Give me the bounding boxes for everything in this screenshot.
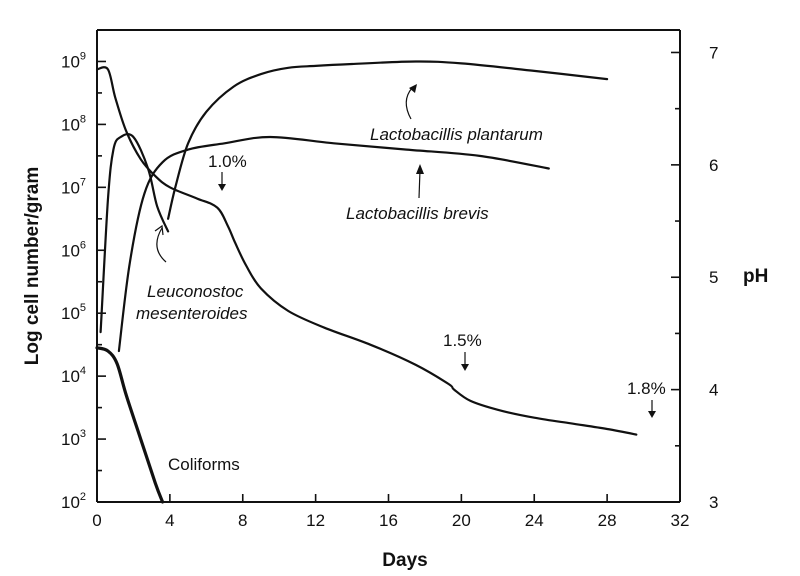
y-left-tick-label: 106 xyxy=(61,239,86,260)
x-axis-title: Days xyxy=(382,550,427,571)
y-left-tick-exponent: 4 xyxy=(80,365,86,377)
x-tick-label: 32 xyxy=(671,511,690,530)
label-acidity-3: 1.8% xyxy=(627,379,666,398)
pointer-brevis xyxy=(418,169,421,199)
y-left-tick-exponent: 2 xyxy=(80,491,86,503)
x-tick-label: 0 xyxy=(92,511,101,530)
series-ph-line xyxy=(95,66,638,436)
pointer-plantarum-head xyxy=(409,84,417,93)
pointer-acidity-3-head xyxy=(648,411,656,418)
x-tick-label: 16 xyxy=(379,511,398,530)
y-right-tick-label: 3 xyxy=(709,493,718,512)
label-plantarum: Lactobacillis plantarum xyxy=(370,125,543,144)
y-left-tick-exponent: 5 xyxy=(80,302,86,314)
series-group xyxy=(95,60,638,504)
label-leuconostoc-line2: mesenteroides xyxy=(136,304,248,323)
y-left-ticks: 102 103 104 105 106 107 108 109 xyxy=(61,29,106,512)
x-ticks: 0 4 8 12 16 20 24 28 32 xyxy=(92,494,689,530)
pointer-acidity-1-head xyxy=(218,184,226,191)
y-left-tick-exponent: 3 xyxy=(80,428,86,440)
label-leuconostoc-line1: Leuconostoc xyxy=(147,282,244,301)
y-left-tick-exponent: 7 xyxy=(80,176,86,188)
x-tick-label: 24 xyxy=(525,511,544,530)
pointer-leuconostoc xyxy=(156,227,167,263)
y-left-tick-label: 108 xyxy=(61,113,86,134)
y-right-tick-label: 6 xyxy=(709,156,718,175)
x-tick-label: 8 xyxy=(238,511,247,530)
label-acidity-1: 1.0% xyxy=(208,152,247,171)
label-coliforms: Coliforms xyxy=(168,455,240,474)
x-tick-label: 12 xyxy=(306,511,325,530)
series-coliforms-line xyxy=(95,346,165,504)
label-acidity-2: 1.5% xyxy=(443,331,482,350)
series-lactobacillis-brevis-line xyxy=(117,135,550,353)
y-left-tick-label: 107 xyxy=(61,176,86,197)
x-tick-label: 4 xyxy=(165,511,174,530)
x-tick-label: 28 xyxy=(598,511,617,530)
label-brevis: Lactobacillis brevis xyxy=(346,204,489,223)
y-left-tick-exponent: 9 xyxy=(80,50,86,62)
pointer-acidity-2-head xyxy=(461,364,469,371)
y-left-tick-label: 109 xyxy=(61,50,86,71)
y-left-tick-exponent: 8 xyxy=(80,113,86,125)
y-left-tick-exponent: 6 xyxy=(80,239,86,251)
y-left-tick-label: 105 xyxy=(61,302,86,323)
y-right-tick-label: 4 xyxy=(709,381,718,400)
y-left-tick-label: 104 xyxy=(61,365,86,386)
pointer-brevis-head xyxy=(416,164,424,174)
y-right-tick-label: 7 xyxy=(709,43,718,62)
pointer-leuconostoc-head xyxy=(154,224,164,236)
series-leuconostoc-mesenteroides-line xyxy=(99,133,170,334)
y-left-tick-label: 103 xyxy=(61,428,86,449)
y-right-ticks: 3 4 5 6 7 xyxy=(671,43,718,512)
x-tick-label: 20 xyxy=(452,511,471,530)
y-right-tick-label: 5 xyxy=(709,268,718,287)
y-right-axis-title: pH xyxy=(743,266,768,287)
y-left-axis-title: Log cell number/gram xyxy=(22,167,43,365)
series-lactobacillis-plantarum-line xyxy=(167,60,609,220)
pointer-plantarum xyxy=(405,87,413,120)
y-left-tick-label: 102 xyxy=(61,491,86,512)
